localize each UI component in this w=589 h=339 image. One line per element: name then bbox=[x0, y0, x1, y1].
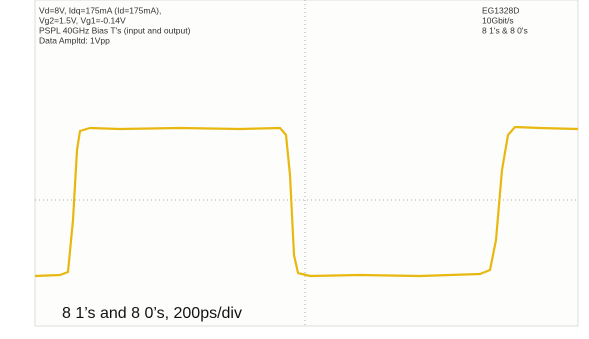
setting-line: Vg2=1.5V, Vg1=-0.14V bbox=[39, 15, 126, 25]
caption: 8 1’s and 8 0’s, 200ps/div bbox=[62, 305, 242, 322]
instrument-line: 8 1's & 8 0's bbox=[482, 25, 528, 35]
screen-area bbox=[35, 0, 578, 326]
page: Vd=8V, Idq=175mA (Id=175mA), Vg2=1.5V, V… bbox=[0, 0, 589, 339]
setting-line: Vd=8V, Idq=175mA (Id=175mA), bbox=[39, 5, 161, 15]
instrument-line: EG1328D bbox=[482, 5, 519, 15]
instrument-line: 10Gbit/s bbox=[482, 15, 514, 25]
setting-line: PSPL 40GHz Bias T's (input and output) bbox=[39, 25, 191, 35]
setting-line: Data Ampltd: 1Vpp bbox=[39, 35, 110, 45]
scope-screen: Vd=8V, Idq=175mA (Id=175mA), Vg2=1.5V, V… bbox=[0, 0, 589, 339]
